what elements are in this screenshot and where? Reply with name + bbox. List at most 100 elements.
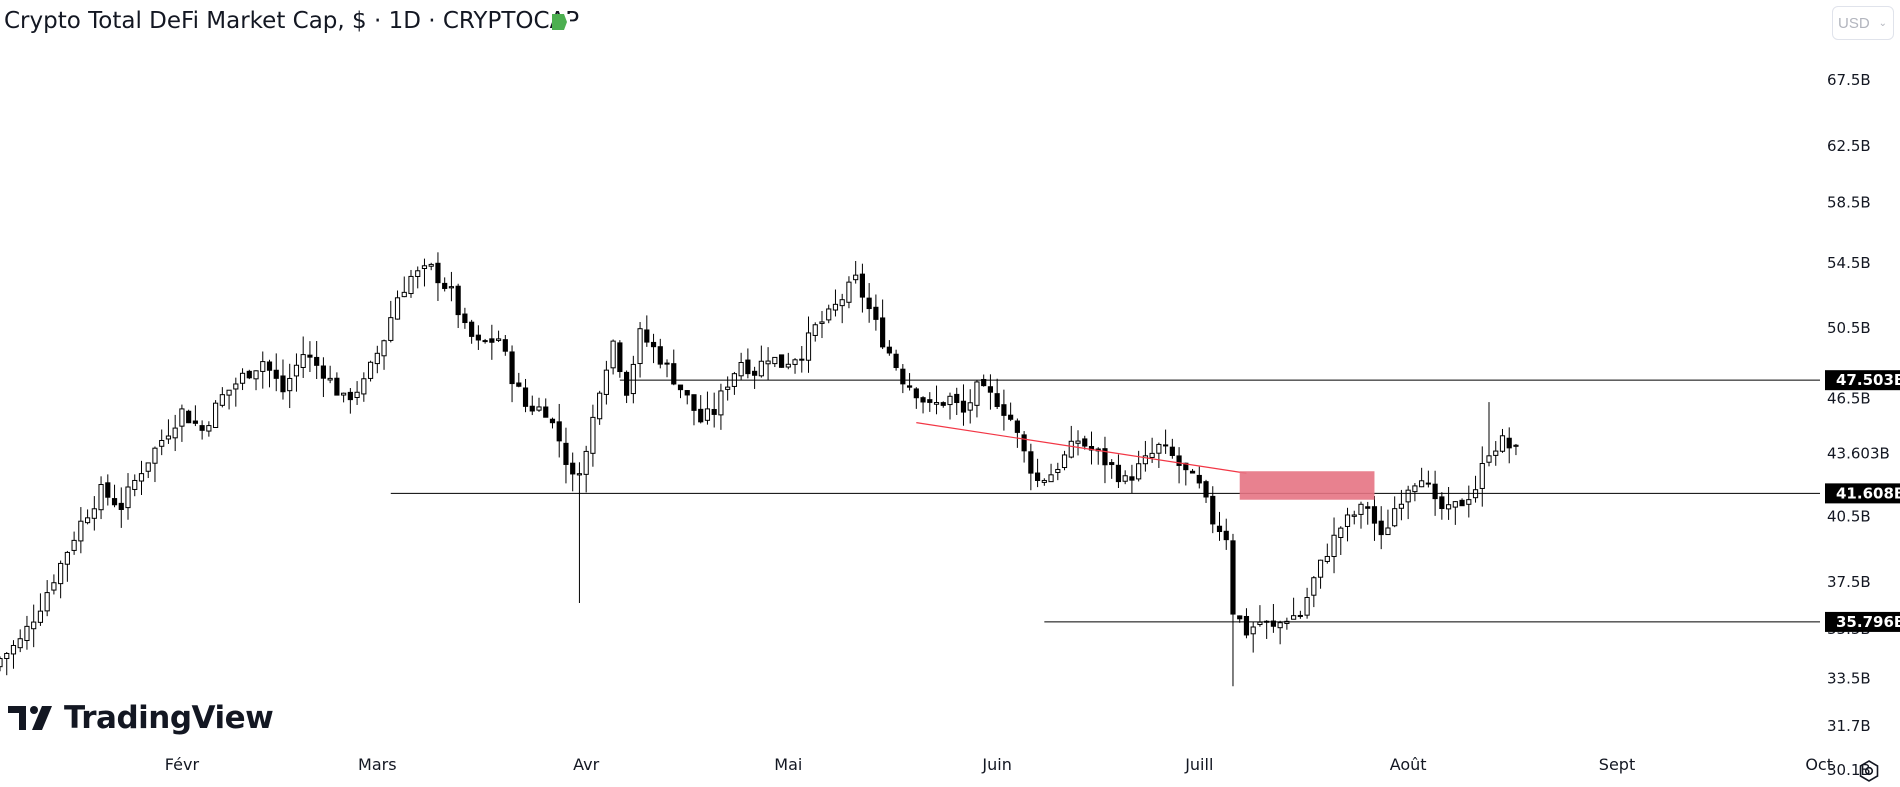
candle xyxy=(1499,428,1506,453)
candle-body xyxy=(415,270,421,277)
candle-body xyxy=(624,371,630,396)
candle-body xyxy=(327,377,333,381)
candle-body xyxy=(1243,615,1250,636)
candle-body xyxy=(846,281,852,303)
candle xyxy=(1142,440,1148,472)
candle-body xyxy=(1250,626,1256,635)
candle-body xyxy=(1156,443,1162,454)
currency-select[interactable]: USD ⌄ xyxy=(1832,6,1894,40)
candle xyxy=(1351,510,1357,525)
candle xyxy=(765,347,771,381)
candle-body xyxy=(1486,455,1492,463)
candle-body xyxy=(873,306,879,320)
candle xyxy=(1216,511,1223,541)
candle-body xyxy=(206,425,212,432)
candle-body xyxy=(172,427,178,439)
candle-body xyxy=(805,332,812,361)
x-tick-label: Févr xyxy=(165,755,200,774)
x-tick-label: Avr xyxy=(573,755,599,774)
candle-body xyxy=(111,498,118,506)
candle-body xyxy=(482,340,488,343)
candle xyxy=(327,365,333,384)
candle-body xyxy=(37,610,44,623)
candle xyxy=(51,574,57,595)
candle-body xyxy=(469,321,475,337)
candle-body xyxy=(293,364,300,377)
candle xyxy=(1270,604,1276,633)
candle xyxy=(179,404,185,442)
candle xyxy=(1344,507,1351,542)
candle-body xyxy=(1445,504,1452,510)
candle xyxy=(1297,610,1303,619)
candle xyxy=(17,629,23,653)
candle xyxy=(691,394,697,426)
candle-body xyxy=(85,517,91,524)
candle xyxy=(172,414,178,452)
candle-body xyxy=(927,399,933,403)
y-tick-label: 62.5B xyxy=(1827,137,1871,155)
candle-body xyxy=(556,421,562,442)
tradingview-logo[interactable]: TradingView xyxy=(8,700,274,736)
candle xyxy=(314,341,320,380)
candle xyxy=(341,392,347,403)
candle-body xyxy=(617,342,623,373)
candle-body xyxy=(1008,414,1014,420)
candle xyxy=(280,359,286,400)
candle-body xyxy=(4,652,10,660)
gear-icon[interactable] xyxy=(1858,760,1880,782)
candle xyxy=(1365,501,1371,525)
candle xyxy=(1068,425,1074,459)
candle xyxy=(448,271,455,302)
trendline xyxy=(916,422,1247,474)
price-label: 41.608B xyxy=(1836,484,1900,502)
candles-group xyxy=(0,252,1519,687)
candle xyxy=(698,395,704,424)
candle-body xyxy=(900,368,906,385)
candle xyxy=(583,445,589,493)
support-zone xyxy=(1239,471,1375,500)
x-tick-label: Mars xyxy=(358,755,397,774)
candle xyxy=(711,392,717,428)
candle-body xyxy=(31,621,37,630)
candle xyxy=(78,507,84,554)
candle xyxy=(482,338,488,344)
candle xyxy=(435,252,441,301)
flag-icon[interactable] xyxy=(552,14,570,30)
candle-body xyxy=(853,274,859,281)
candle xyxy=(1412,483,1418,502)
candle-body xyxy=(1021,434,1027,452)
candle xyxy=(1304,587,1310,619)
candle-body xyxy=(64,551,70,565)
candle-body xyxy=(1466,499,1472,505)
candle xyxy=(354,381,360,405)
candle-body xyxy=(583,450,589,475)
candle xyxy=(1028,443,1034,491)
candle-body xyxy=(455,285,461,316)
candle-body xyxy=(832,303,839,311)
candle xyxy=(320,357,326,398)
candle-body xyxy=(1189,470,1196,474)
candle-body xyxy=(839,299,845,307)
candle-body xyxy=(1270,620,1276,627)
candle-body xyxy=(1324,555,1330,562)
candle-body xyxy=(1230,540,1236,615)
candle-body xyxy=(785,363,791,368)
candle-body xyxy=(1425,482,1431,485)
candle-body xyxy=(421,265,428,269)
y-tick-label: 67.5B xyxy=(1827,71,1871,89)
candle-body xyxy=(98,484,104,511)
candle-body xyxy=(570,462,576,475)
candle-body xyxy=(671,363,677,385)
candle-body xyxy=(1129,476,1135,481)
candle xyxy=(1082,435,1088,450)
candle xyxy=(994,378,1000,409)
candle-body xyxy=(960,400,967,413)
candle xyxy=(785,352,791,370)
candle-body xyxy=(1392,508,1398,527)
candle-body xyxy=(752,370,758,376)
candle xyxy=(192,405,198,427)
candle-body xyxy=(1452,501,1458,508)
candle xyxy=(590,404,596,467)
candle xyxy=(1338,526,1344,555)
